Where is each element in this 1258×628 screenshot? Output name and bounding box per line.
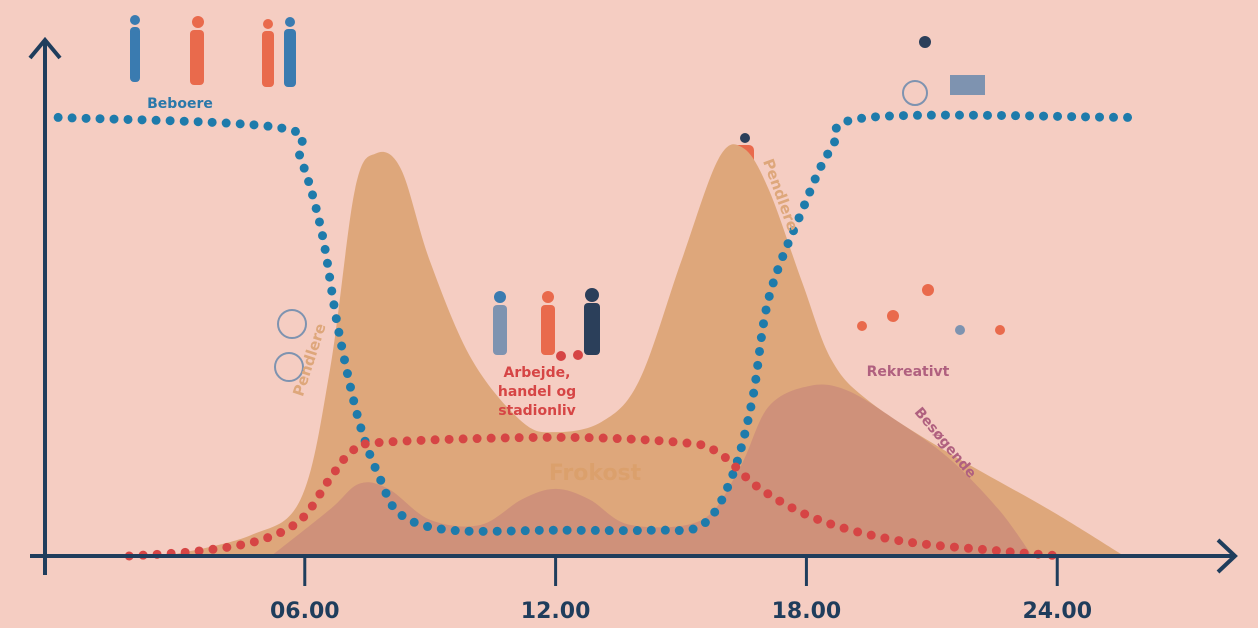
dotted-line (53, 110, 1133, 536)
dotted-line (124, 432, 1066, 561)
axes (28, 36, 1238, 575)
series-label: Beboere (147, 96, 213, 112)
annotation: Frokost (549, 461, 642, 486)
x-tick-label: 18.00 (772, 599, 842, 624)
series-label: Pendlere (289, 321, 329, 398)
illustrations (130, 15, 1005, 382)
x-tick-label: 24.00 (1022, 599, 1092, 624)
area (271, 384, 1033, 556)
series-label: Arbejde, handel og stadionliv (497, 365, 577, 419)
annotation: Rekreativt (867, 364, 950, 380)
x-tick-label: 06.00 (270, 599, 340, 624)
x-tick-label: 12.00 (521, 599, 591, 624)
